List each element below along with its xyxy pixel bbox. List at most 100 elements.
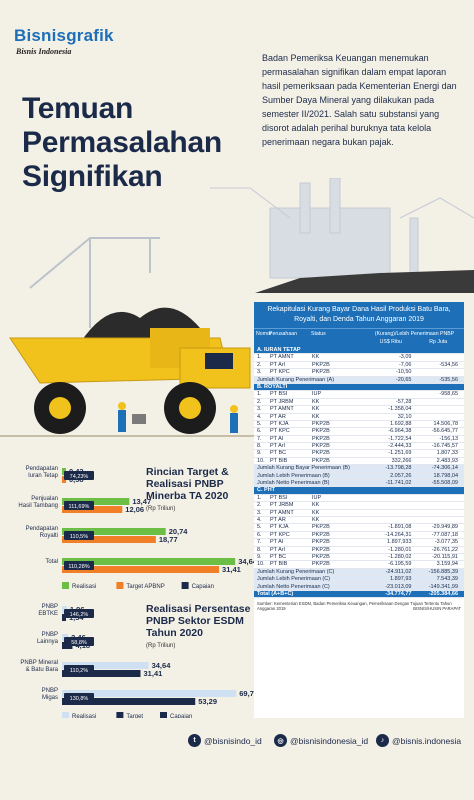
table-cell-usd: -3,09 — [398, 354, 412, 361]
table-cell-rp: 2.483,93 — [436, 457, 458, 464]
capaian-badge — [64, 637, 94, 646]
table-cell-no: 8. — [257, 443, 262, 450]
table-sum-row: Jumlah Netto Penerimaan (C) -23.013,09 -14… — [254, 583, 464, 591]
value-label-target: 18,77 — [159, 535, 178, 544]
brand-sub: Bisnis Indonesia — [16, 47, 72, 56]
rekap-table: Rekapitulasi Kurang Bayar Dana Hasil Pro… — [254, 302, 464, 722]
tiktok-icon: ♪ — [376, 734, 389, 747]
table-row: 1. PT BSI IUP -958,65 — [254, 391, 464, 399]
table-cell-rp — [415, 406, 462, 413]
table-sum-rp: -149.341,99 — [428, 583, 458, 590]
table-cell-no: 5. — [257, 524, 262, 531]
capaian-badge — [64, 561, 94, 570]
table-cell-status: PKP2B — [312, 428, 330, 435]
bar-target — [62, 536, 156, 543]
instagram-handle[interactable]: ◎ @bisnisindonesia_id — [274, 734, 368, 747]
table-cell-status: KK — [312, 516, 320, 523]
legend-swatch — [116, 582, 124, 589]
value-label-target: 12,06 — [125, 505, 144, 514]
table-cell-status: PKP2B — [312, 539, 330, 546]
table-cell-usd — [368, 495, 415, 502]
brand-name: Bisnisgrafik — [14, 26, 114, 45]
capaian-label: 146,2% — [70, 612, 89, 618]
table-section-heading: B. ROYALTI — [254, 383, 464, 392]
table-sum-usd: -13.798,28 — [385, 465, 412, 472]
table-cell-no: 2. — [257, 502, 262, 509]
table-row: 6. PT KPC PKP2B -6.964,38 -56.645,77 — [254, 428, 464, 436]
instagram-text: @bisnisindonesia_id — [290, 735, 369, 746]
chart1-unit: (Rp Triliun) — [146, 506, 176, 512]
table-cell-status: KK — [312, 502, 320, 509]
chart2-svg: PNBPEBTKE1,961,34146,2%PNBPLainnya2,464,… — [20, 604, 254, 720]
table-cell-name: PT AI — [270, 539, 284, 546]
twitter-handle[interactable]: t @bisnisindo_id — [188, 734, 262, 747]
table-sum-rp: -535,56 — [439, 376, 458, 383]
table-cell-status: PKP2B — [312, 553, 330, 560]
table-cell-no: 2. — [257, 361, 262, 368]
bar-target — [62, 614, 66, 621]
table-cell-rp: -958,65 — [439, 391, 458, 398]
legend-label: Target — [126, 714, 143, 720]
table-cell-status: PKP2B — [312, 524, 330, 531]
table-row: 6. PT KPC PKP2B -14.264,31 -77.087,18 — [254, 531, 464, 540]
bar-realisasi — [62, 468, 66, 475]
bar-target — [62, 670, 141, 677]
brand-logo: Bisnisgrafik Bisnis Indonesia — [14, 26, 114, 56]
col-usd: US$ Ribu — [379, 339, 402, 345]
category-label: PNBP — [42, 632, 58, 638]
table-total-row: Total (A+B+C) -34.774,77 -205.384,66 — [254, 590, 464, 599]
table-row: 8. PT Arl PKP2B -1.280,01 -26.761,22 — [254, 547, 464, 554]
capaian-label: 110,28% — [68, 564, 89, 570]
table-cell-usd: -10,50 — [395, 369, 412, 376]
table-cell-status: PKP2B — [312, 435, 330, 442]
table-cell-no: 10. — [257, 457, 265, 464]
capaian-label: 74,23% — [70, 474, 89, 480]
table-cell-rp: -156,13 — [439, 435, 458, 442]
table-cell-usd: -6.964,38 — [388, 428, 412, 435]
crane-left — [29, 237, 160, 328]
headline: Temuan Permasalahan Signifikan — [22, 92, 222, 193]
table-cell-usd: 32,10 — [397, 413, 412, 420]
table-cell-no: 4. — [257, 516, 262, 523]
legend-label: Realisasi — [72, 714, 96, 720]
table-cell-no: 6. — [257, 531, 262, 538]
table-sum-label: Jumlah Lebih Penerimaan (B) — [257, 472, 330, 479]
table-section-heading: C. PHT — [254, 487, 464, 495]
total-label: Total (A+B+C) — [257, 590, 294, 597]
table-cell-status: PKP2B — [312, 531, 330, 538]
table-cell-rp: -29.949,89 — [431, 524, 458, 531]
table-cell-rp: -16.745,57 — [431, 443, 458, 450]
table-cell-status: PKP2B — [312, 369, 330, 376]
table-cell-status: PKP2B — [312, 561, 330, 568]
capaian-badge — [64, 531, 94, 540]
tiktok-handle[interactable]: ♪ @bisnis.indonesia — [376, 734, 461, 747]
table-cell-status: KK — [312, 413, 320, 420]
table-cell-no: 6. — [257, 428, 262, 435]
value-label-target: 31,41 — [144, 669, 163, 678]
category-label: Pendapatan — [26, 466, 58, 472]
table-sum-usd: -20,65 — [395, 376, 412, 383]
capaian-label: 110,2% — [70, 668, 88, 674]
table-sum-row: Jumlah Kurang Penerimaan (A) -20,65 -535,5… — [254, 376, 464, 384]
table-cell-usd: -1.280,02 — [388, 553, 412, 560]
table-cell-no: 7. — [257, 539, 262, 546]
table-cell-name: PT AMNT — [270, 406, 294, 413]
chart1-title: Rincian Target & Realisasi PNBP Minerba … — [146, 466, 229, 502]
legend-swatch — [116, 712, 124, 719]
col-perusahaan: Perusahaan — [269, 331, 297, 337]
bar-realisasi — [62, 662, 149, 669]
col-penerimaan-label: (Kurang)/Lebih Penerimaan PNBP — [374, 331, 455, 337]
legend-label: Capaian — [192, 584, 214, 590]
table-cell-no: 1. — [257, 494, 262, 501]
capaian-badge — [64, 609, 94, 618]
legend-swatch — [62, 582, 69, 589]
table-row: 9. PT BC PKP2B -1.251,69 1.807,33 — [254, 450, 464, 458]
table-cell-name: PT AMNT — [270, 509, 294, 516]
table-row: 4. PT AR KK 32,10 — [254, 414, 464, 421]
table-cell-usd: 1.692,88 — [390, 420, 412, 427]
table-cell-usd: -1.251,69 — [388, 450, 412, 457]
table-cell-name: PT BSI — [270, 391, 288, 398]
table-cell-no: 2. — [257, 398, 262, 405]
table-cell-usd: -1.280,01 — [388, 546, 412, 553]
table-cell-usd: -14.264,31 — [385, 531, 412, 538]
